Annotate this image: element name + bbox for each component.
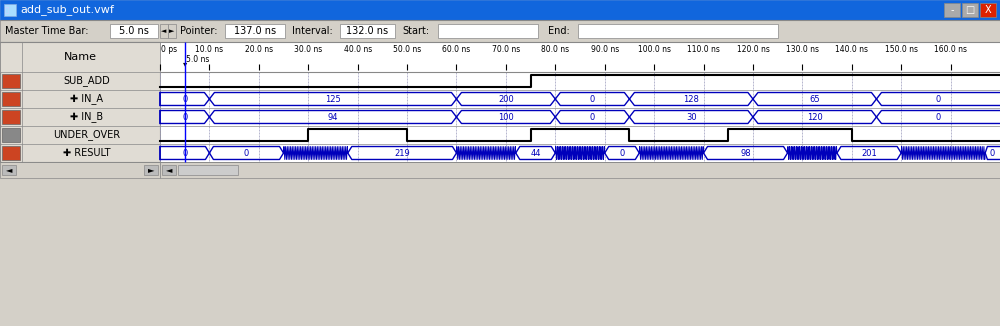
Text: 30: 30: [686, 112, 696, 122]
Text: 110.0 ns: 110.0 ns: [687, 45, 720, 53]
Bar: [4, 4, 16, 16]
Bar: [438, 24, 538, 38]
Text: 94: 94: [328, 112, 338, 122]
Text: 125: 125: [325, 95, 341, 103]
Text: 44: 44: [530, 149, 541, 157]
Bar: [0, 20, 1000, 42]
Bar: [962, 3, 978, 17]
Bar: [0, 0, 1000, 20]
Text: 200: 200: [498, 95, 514, 103]
Text: 60.0 ns: 60.0 ns: [442, 45, 471, 53]
Text: X: X: [985, 5, 991, 15]
Bar: [944, 3, 960, 17]
Text: ►: ►: [169, 28, 175, 34]
Text: End:: End:: [548, 26, 570, 36]
Text: 0: 0: [182, 149, 187, 157]
Text: 137.0 ns: 137.0 ns: [234, 26, 276, 36]
Text: ▾: ▾: [183, 60, 187, 68]
Text: 98: 98: [740, 149, 751, 157]
Text: 0: 0: [182, 95, 187, 103]
Text: 0 ps: 0 ps: [161, 45, 177, 53]
Text: 0: 0: [936, 112, 941, 122]
Bar: [0, 42, 160, 72]
Text: 80.0 ns: 80.0 ns: [541, 45, 569, 53]
Text: 0: 0: [244, 149, 249, 157]
Text: 40.0 ns: 40.0 ns: [344, 45, 372, 53]
Text: Interval:: Interval:: [292, 26, 333, 36]
Text: 219: 219: [394, 149, 410, 157]
Bar: [2, 146, 20, 160]
Bar: [178, 165, 238, 175]
Text: 0: 0: [990, 149, 995, 157]
Bar: [162, 165, 176, 175]
Text: ◄: ◄: [161, 28, 167, 34]
Bar: [2, 110, 20, 124]
Bar: [144, 165, 158, 175]
Text: Master Time Bar:: Master Time Bar:: [5, 26, 88, 36]
Bar: [980, 3, 996, 17]
Text: ◄: ◄: [6, 166, 12, 174]
Text: Name: Name: [64, 52, 96, 62]
Text: ✚ IN_A: ✚ IN_A: [70, 94, 104, 104]
Text: 0: 0: [936, 95, 941, 103]
Text: 90.0 ns: 90.0 ns: [591, 45, 619, 53]
Bar: [160, 24, 168, 38]
Text: 5.0 ns: 5.0 ns: [119, 26, 149, 36]
Text: 30.0 ns: 30.0 ns: [294, 45, 322, 53]
Bar: [0, 162, 160, 178]
Text: SUB_ADD: SUB_ADD: [64, 76, 110, 86]
Text: UNDER_OVER: UNDER_OVER: [53, 129, 121, 141]
Bar: [2, 128, 20, 142]
Text: 70.0 ns: 70.0 ns: [492, 45, 520, 53]
Text: 120.0 ns: 120.0 ns: [737, 45, 769, 53]
Bar: [578, 24, 778, 38]
Text: 140.0 ns: 140.0 ns: [835, 45, 868, 53]
Text: ✚ IN_B: ✚ IN_B: [70, 111, 104, 123]
Text: 20.0 ns: 20.0 ns: [245, 45, 273, 53]
Bar: [2, 165, 16, 175]
Text: 130.0 ns: 130.0 ns: [786, 45, 819, 53]
Text: ⬛: ⬛: [5, 7, 9, 13]
Text: -: -: [950, 5, 954, 15]
Bar: [225, 24, 285, 38]
Text: 65: 65: [809, 95, 820, 103]
Bar: [340, 24, 395, 38]
Text: 201: 201: [861, 149, 877, 157]
Text: ✚ RESULT: ✚ RESULT: [63, 148, 111, 158]
Text: 120: 120: [807, 112, 823, 122]
Bar: [110, 24, 158, 38]
Text: ►: ►: [148, 166, 154, 174]
Bar: [168, 24, 176, 38]
Text: 100: 100: [498, 112, 514, 122]
Text: 0: 0: [619, 149, 625, 157]
Bar: [160, 42, 1000, 162]
Text: 0: 0: [590, 112, 595, 122]
Bar: [0, 42, 160, 162]
Bar: [2, 74, 20, 88]
Text: 0: 0: [590, 95, 595, 103]
Text: □: □: [965, 5, 975, 15]
Text: 160.0 ns: 160.0 ns: [934, 45, 967, 53]
Text: Start:: Start:: [402, 26, 429, 36]
Bar: [160, 162, 1000, 178]
Text: 10.0 ns: 10.0 ns: [195, 45, 223, 53]
Text: Pointer:: Pointer:: [180, 26, 218, 36]
Bar: [2, 92, 20, 106]
Text: 128: 128: [683, 95, 699, 103]
Text: add_sub_out.vwf: add_sub_out.vwf: [20, 5, 114, 15]
Text: 0: 0: [182, 112, 187, 122]
Text: 150.0 ns: 150.0 ns: [885, 45, 918, 53]
Text: ◄: ◄: [166, 166, 172, 174]
Text: 50.0 ns: 50.0 ns: [393, 45, 421, 53]
Text: 5.0 ns: 5.0 ns: [186, 54, 209, 64]
Text: 100.0 ns: 100.0 ns: [638, 45, 671, 53]
Text: 132.0 ns: 132.0 ns: [346, 26, 389, 36]
